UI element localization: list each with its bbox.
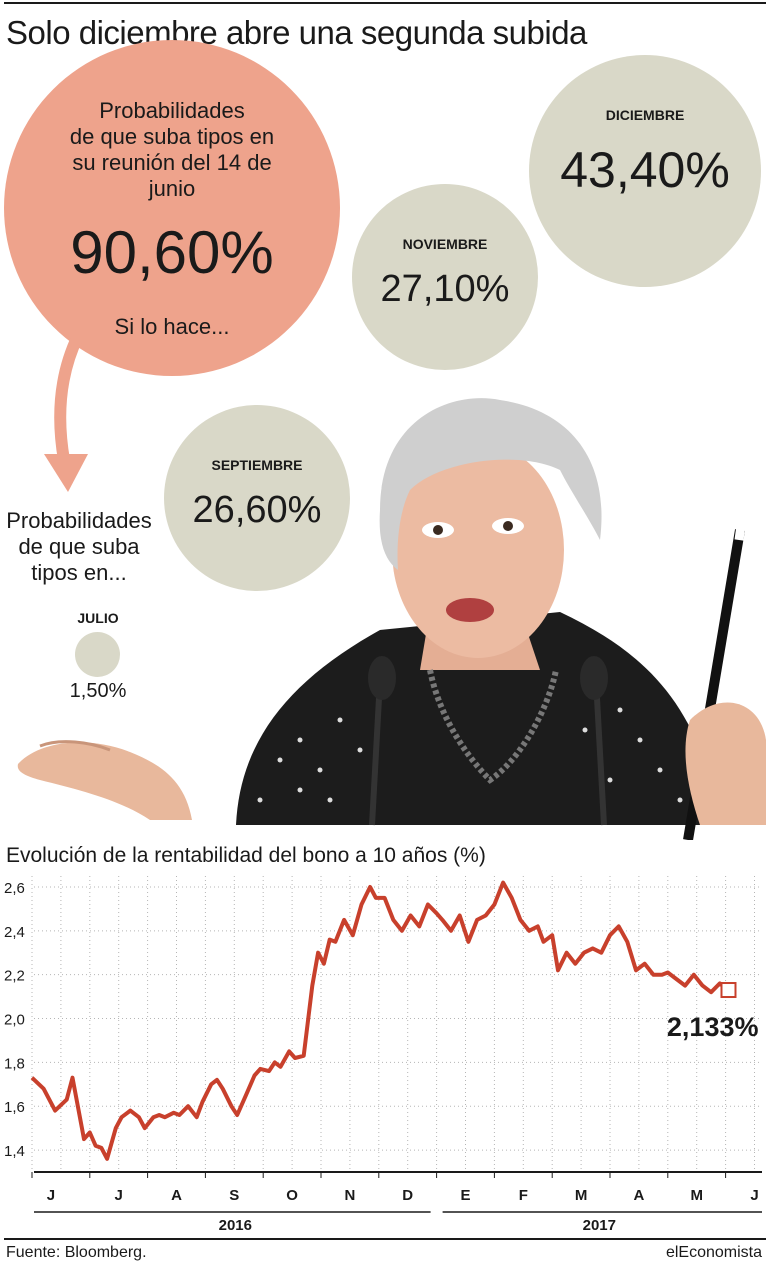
y-tick-label: 2,4 xyxy=(4,924,25,941)
x-tick-label: S xyxy=(229,1187,239,1204)
july-value: 1,50% xyxy=(69,680,127,702)
june-text-line: Probabilidades xyxy=(99,98,245,123)
x-tick-label: F xyxy=(519,1187,528,1204)
curved-arrow-icon xyxy=(44,330,88,492)
june-text-line: junio xyxy=(148,176,196,201)
probabilities-line: Probabilidades xyxy=(6,508,152,533)
x-tick-label: J xyxy=(750,1187,758,1204)
bond-yield-chart: 2,6 2,4 2,2 2,0 1,8 1,6 1,4 2,133% J J A S O N D E F M A… xyxy=(4,876,762,1234)
brand-logo-text: elEconomista xyxy=(665,1244,762,1261)
x-tick-label: A xyxy=(633,1187,644,1204)
probabilities-line: tipos en... xyxy=(31,560,127,585)
september-bubble: SEPTIEMBRE 26,60% xyxy=(164,405,350,591)
x-tick-label: M xyxy=(690,1187,703,1204)
source-note: Fuente: Bloomberg. xyxy=(6,1244,147,1261)
footer-rule xyxy=(4,1238,766,1240)
november-bubble: NOVIEMBRE 27,10% xyxy=(352,184,538,370)
y-tick-label: 2,6 xyxy=(4,880,25,897)
june-bubble: Probabilidades de que suba tipos en su r… xyxy=(4,40,340,376)
x-tick-label: E xyxy=(460,1187,470,1204)
december-value: 43,40% xyxy=(560,142,730,198)
y-tick-label: 2,0 xyxy=(4,1012,25,1029)
x-tick-label: M xyxy=(575,1187,588,1204)
probabilities-line: de que suba xyxy=(18,534,140,559)
y-tick-label: 2,2 xyxy=(4,968,25,985)
june-probability-value: 90,60% xyxy=(70,219,274,286)
chart-grid xyxy=(31,876,762,1172)
november-value: 27,10% xyxy=(380,268,510,310)
series-line-bond-yield xyxy=(30,880,730,1161)
y-tick-label: 1,6 xyxy=(4,1099,25,1116)
speaker-photo xyxy=(17,398,766,840)
x-tick-label: D xyxy=(402,1187,413,1204)
x-tick-label: J xyxy=(115,1187,123,1204)
year-label: 2016 xyxy=(219,1217,252,1234)
last-value-marker xyxy=(720,982,737,999)
june-bubble-text: Probabilidades de que suba tipos en su r… xyxy=(4,98,340,202)
x-tick-label: N xyxy=(344,1187,355,1204)
june-bubble-subtext: Si lo hace... xyxy=(114,314,230,339)
last-value-label: 2,133% xyxy=(667,1012,759,1042)
y-tick-label: 1,4 xyxy=(4,1143,25,1160)
june-text-line: su reunión del 14 de xyxy=(72,150,272,175)
y-tick-label: 1,8 xyxy=(4,1055,25,1072)
june-text-line: de que suba tipos en xyxy=(69,124,275,149)
december-label: DICIEMBRE xyxy=(605,107,685,123)
chart-title: Evolución de la rentabilidad del bono a … xyxy=(6,844,486,867)
x-tick-label: A xyxy=(171,1187,182,1204)
year-label: 2017 xyxy=(583,1217,616,1234)
july-bubble xyxy=(75,632,120,677)
probabilities-label: Probabilidades de que suba tipos en... xyxy=(4,508,154,586)
top-rule xyxy=(4,2,766,4)
december-bubble: DICIEMBRE 43,40% xyxy=(529,55,761,287)
july-label: JULIO xyxy=(77,610,119,626)
x-axis: J J A S O N D E F M A M J 2016 2017 xyxy=(31,1171,762,1234)
september-value: 26,60% xyxy=(192,489,322,531)
y-axis-ticks: 2,6 2,4 2,2 2,0 1,8 1,6 1,4 xyxy=(4,880,25,1160)
chart-lines: 2,133% xyxy=(30,880,759,1161)
november-label: NOVIEMBRE xyxy=(402,236,488,252)
page-title: Solo diciembre abre una segunda subida xyxy=(6,14,587,51)
x-tick-label: O xyxy=(286,1187,298,1204)
september-label: SEPTIEMBRE xyxy=(211,457,303,473)
x-tick-label: J xyxy=(47,1187,55,1204)
